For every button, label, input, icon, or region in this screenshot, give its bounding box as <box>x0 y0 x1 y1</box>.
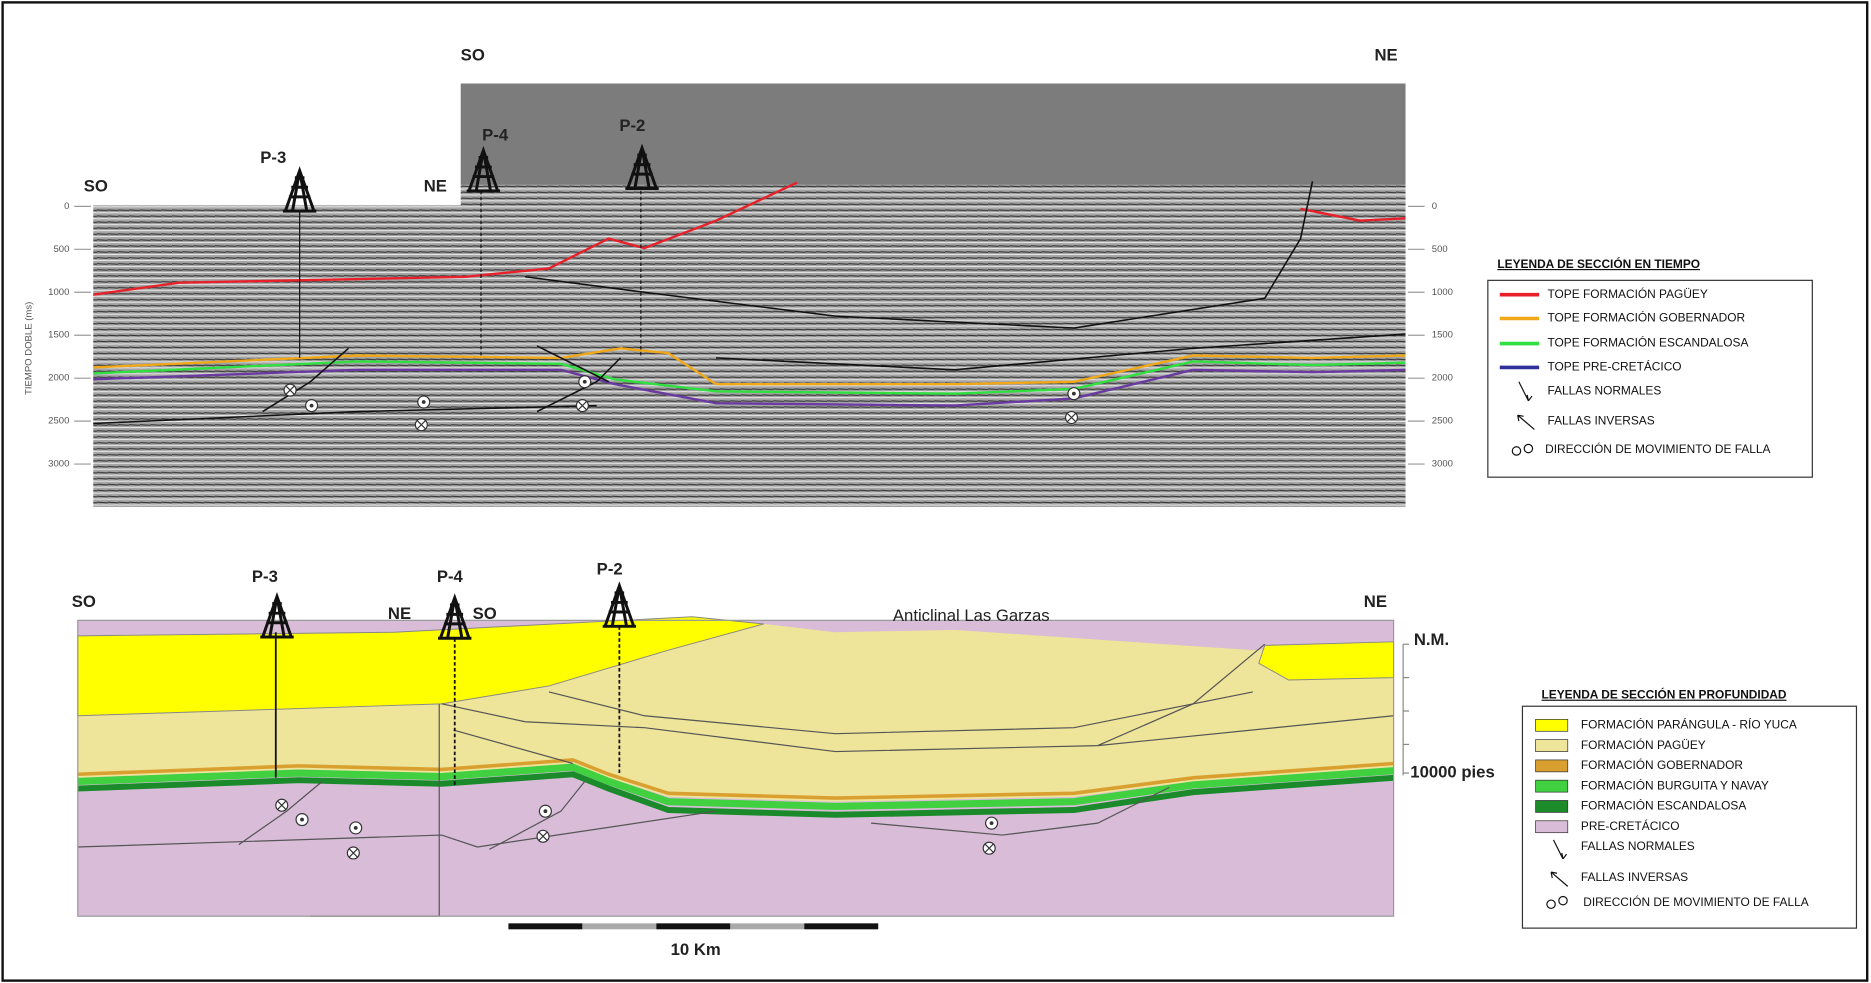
legend-label: TOPE FORMACIÓN GOBERNADOR <box>1547 310 1745 325</box>
well-label: P-2 <box>597 560 623 579</box>
label: SO <box>461 45 485 64</box>
label: NE <box>424 177 447 196</box>
tick-label: 1000 <box>1432 287 1453 298</box>
legend-swatch <box>1536 800 1568 812</box>
well-label: P-3 <box>260 148 286 167</box>
legend-label: PRE-CRETÁCICO <box>1581 818 1680 833</box>
label: NE <box>1375 45 1398 64</box>
legend-label: FALLAS NORMALES <box>1581 839 1695 853</box>
legend-swatch <box>1536 760 1568 772</box>
label: SO <box>84 177 108 196</box>
figure: 0 0 500 500 1000 1000 1500 1500 2000 2000 2500 2500… <box>0 0 1871 983</box>
label: SO <box>473 604 497 623</box>
legend-label: FORMACIÓN GOBERNADOR <box>1581 757 1743 772</box>
legend-label: DIRECCIÓN DE MOVIMIENTO DE FALLA <box>1583 894 1808 909</box>
tick-label: 2000 <box>48 373 69 384</box>
legend-title: LEYENDA DE SECCIÓN EN PROFUNDIDAD <box>1542 687 1787 702</box>
tick-label: 3000 <box>1432 459 1453 470</box>
tick-label: 2500 <box>1432 416 1453 427</box>
well-label: P-2 <box>619 116 645 135</box>
legend-swatch <box>1536 821 1568 833</box>
legend-swatch <box>1536 780 1568 792</box>
seismic <box>93 185 1405 507</box>
depth-section <box>78 586 1409 930</box>
tick-label: 1500 <box>1432 330 1453 341</box>
tick-label: 3000 <box>48 459 69 470</box>
tick-label: 2000 <box>1432 373 1453 384</box>
legend-label: DIRECCIÓN DE MOVIMIENTO DE FALLA <box>1545 441 1770 456</box>
well-label: P-4 <box>437 567 464 586</box>
tick-label: 500 <box>54 244 70 255</box>
legend-label: FORMACIÓN PARÁNGULA - RÍO YUCA <box>1581 716 1797 731</box>
legend-label: FALLAS INVERSAS <box>1581 870 1688 884</box>
legend-label: FORMACIÓN BURGUITA Y NAVAY <box>1581 777 1769 792</box>
tick-label: 0 <box>1432 201 1437 212</box>
legend-label: FORMACIÓN ESCANDALOSA <box>1581 798 1746 813</box>
legend-swatch <box>1536 719 1568 731</box>
axis-label: TIEMPO DOBLE (ms) <box>23 302 34 395</box>
legend-label: TOPE PRE-CRETÁCICO <box>1547 359 1681 374</box>
tick-label: 500 <box>1432 244 1448 255</box>
label: SO <box>72 592 96 611</box>
legend-label: FORMACIÓN PAGÜEY <box>1581 737 1706 752</box>
scale-label: 10 Km <box>671 940 721 959</box>
gray-top <box>461 84 1406 185</box>
well-label: P-4 <box>482 125 509 144</box>
legend-title: LEYENDA DE SECCIÓN EN TIEMPO <box>1497 256 1700 271</box>
legend-label: TOPE FORMACIÓN PAGÜEY <box>1547 286 1707 301</box>
tick-label: 2500 <box>48 416 69 427</box>
time-section: 0 0 500 500 1000 1000 1500 1500 2000 2000 2500 2500… <box>48 84 1453 508</box>
depth-label: 10000 pies <box>1410 762 1494 781</box>
label: NE <box>1364 592 1387 611</box>
label: NE <box>388 604 411 623</box>
datum-label: N.M. <box>1414 630 1449 649</box>
tick-label: 1000 <box>48 287 69 298</box>
tick-label: 1500 <box>48 330 69 341</box>
anticline-label: Anticlinal Las Garzas <box>893 606 1050 625</box>
well-label: P-3 <box>252 567 278 586</box>
tick-label: 0 <box>64 201 69 212</box>
legend-swatch <box>1536 740 1568 752</box>
legend-label: FALLAS INVERSAS <box>1547 413 1654 427</box>
legend-label: FALLAS NORMALES <box>1547 383 1661 397</box>
legend-label: TOPE FORMACIÓN ESCANDALOSA <box>1547 335 1748 350</box>
